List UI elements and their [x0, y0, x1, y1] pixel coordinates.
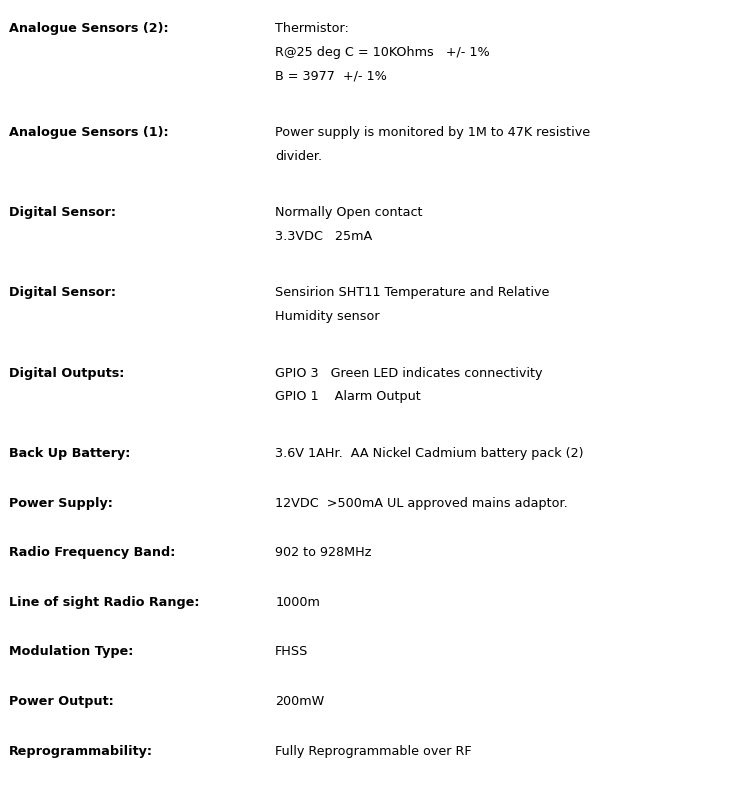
- Text: B = 3977  +/- 1%: B = 3977 +/- 1%: [275, 69, 387, 83]
- Text: Power Supply:: Power Supply:: [9, 497, 113, 510]
- Text: 3.3VDC   25mA: 3.3VDC 25mA: [275, 230, 372, 243]
- Text: Normally Open contact: Normally Open contact: [275, 206, 423, 220]
- Text: Power Output:: Power Output:: [9, 695, 114, 708]
- Text: GPIO 3   Green LED indicates connectivity: GPIO 3 Green LED indicates connectivity: [275, 367, 543, 380]
- Text: R@25 deg C = 10KOhms   +/- 1%: R@25 deg C = 10KOhms +/- 1%: [275, 46, 490, 59]
- Text: Power supply is monitored by 1M to 47K resistive: Power supply is monitored by 1M to 47K r…: [275, 126, 590, 139]
- Text: divider.: divider.: [275, 150, 322, 163]
- Text: 12VDC  >500mA UL approved mains adaptor.: 12VDC >500mA UL approved mains adaptor.: [275, 497, 568, 510]
- Text: 3.6V 1AHr.  AA Nickel Cadmium battery pack (2): 3.6V 1AHr. AA Nickel Cadmium battery pac…: [275, 447, 584, 460]
- Text: Radio Frequency Band:: Radio Frequency Band:: [9, 546, 176, 560]
- Text: 1000m: 1000m: [275, 596, 320, 609]
- Text: FHSS: FHSS: [275, 645, 308, 659]
- Text: Line of sight Radio Range:: Line of sight Radio Range:: [9, 596, 200, 609]
- Text: Digital Sensor:: Digital Sensor:: [9, 206, 116, 220]
- Text: Thermistor:: Thermistor:: [275, 22, 349, 35]
- Text: 200mW: 200mW: [275, 695, 324, 708]
- Text: Analogue Sensors (2):: Analogue Sensors (2):: [9, 22, 169, 35]
- Text: Humidity sensor: Humidity sensor: [275, 310, 380, 323]
- Text: Fully Reprogrammable over RF: Fully Reprogrammable over RF: [275, 745, 472, 758]
- Text: Sensirion SHT11 Temperature and Relative: Sensirion SHT11 Temperature and Relative: [275, 286, 550, 300]
- Text: 902 to 928MHz: 902 to 928MHz: [275, 546, 372, 560]
- Text: GPIO 1    Alarm Output: GPIO 1 Alarm Output: [275, 390, 421, 404]
- Text: Reprogrammability:: Reprogrammability:: [9, 745, 153, 758]
- Text: Digital Outputs:: Digital Outputs:: [9, 367, 124, 380]
- Text: Modulation Type:: Modulation Type:: [9, 645, 133, 659]
- Text: Analogue Sensors (1):: Analogue Sensors (1):: [9, 126, 169, 139]
- Text: Digital Sensor:: Digital Sensor:: [9, 286, 116, 300]
- Text: Back Up Battery:: Back Up Battery:: [9, 447, 130, 460]
